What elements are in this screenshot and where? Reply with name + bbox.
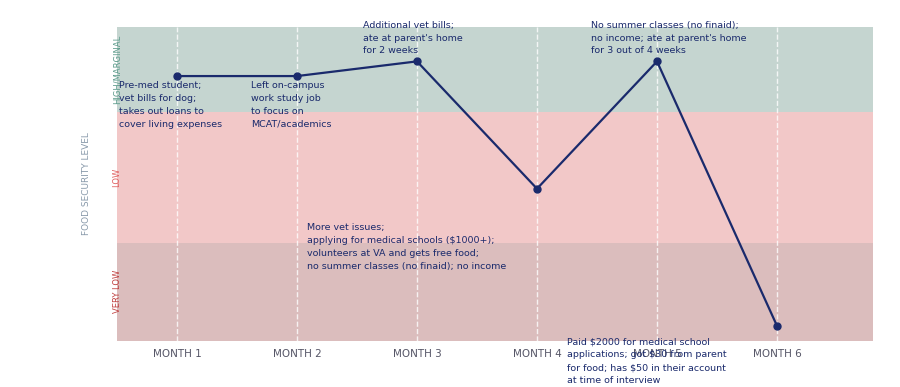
Text: Paid $2000 for medical school
applications; got $30 from parent
for food; has $5: Paid $2000 for medical school applicatio… [567, 337, 726, 385]
Text: More vet issues;
applying for medical schools ($1000+);
volunteers at VA and get: More vet issues; applying for medical sc… [307, 223, 506, 271]
Bar [117, 112, 873, 243]
Text: Pre-med student;
vet bills for dog;
takes out loans to
cover living expenses: Pre-med student; vet bills for dog; take… [120, 81, 222, 128]
Text: HIGH/MARGINAL: HIGH/MARGINAL [112, 35, 122, 104]
Bar [117, 243, 873, 341]
Text: Left on-campus
work study job
to focus on
MCAT/academics: Left on-campus work study job to focus o… [251, 81, 332, 128]
Text: VERY LOW: VERY LOW [112, 270, 122, 313]
Bar [117, 27, 873, 112]
Text: LOW: LOW [112, 168, 122, 187]
Text: No summer classes (no finaid);
no income; ate at parent's home
for 3 out of 4 we: No summer classes (no finaid); no income… [591, 21, 746, 55]
Text: Additional vet bills;
ate at parent's home
for 2 weeks: Additional vet bills; ate at parent's ho… [363, 21, 463, 55]
Y-axis label: FOOD SECURITY LEVEL: FOOD SECURITY LEVEL [82, 132, 91, 235]
